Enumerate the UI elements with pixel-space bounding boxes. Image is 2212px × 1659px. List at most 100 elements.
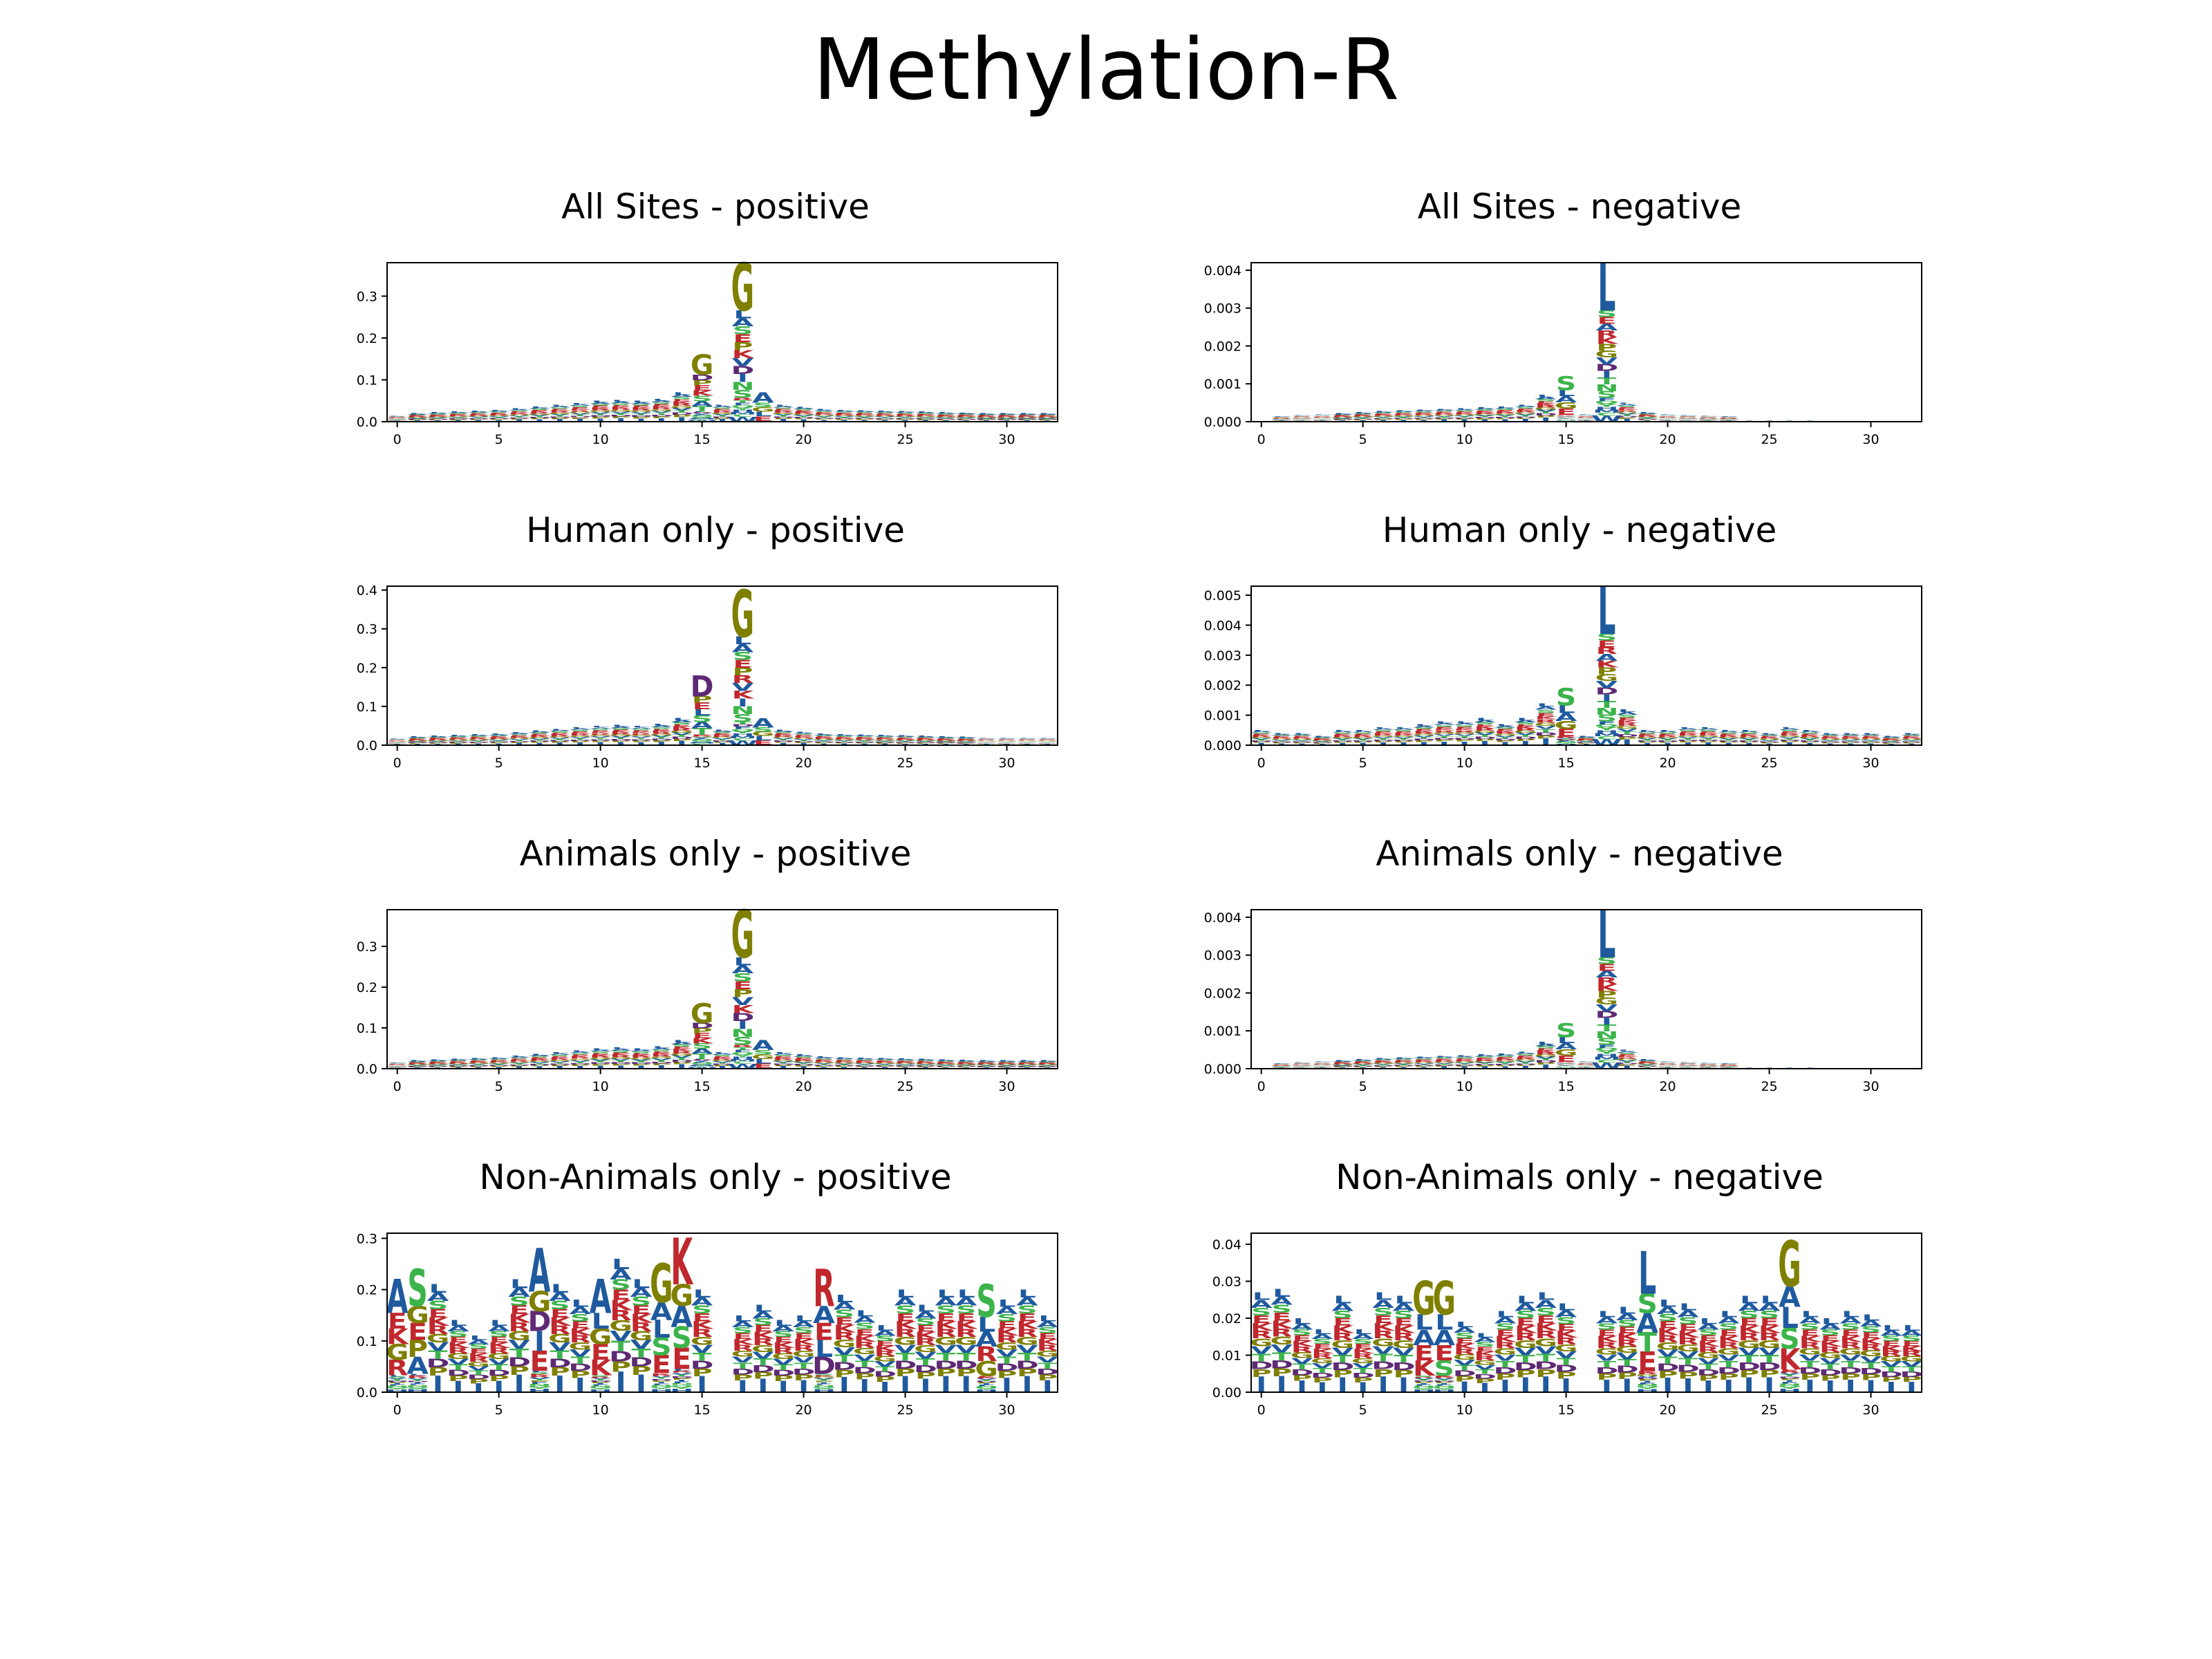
logo-letter: L (388, 415, 406, 416)
logo-letter: L (1354, 1059, 1372, 1060)
x-tick-label: 25 (897, 432, 913, 447)
x-tick-label: 15 (694, 432, 711, 447)
y-tick-label: 0.000 (1204, 415, 1241, 430)
logo-letter: L (1618, 1049, 1636, 1051)
x-tick-label: 0 (1257, 432, 1266, 447)
x-tick-label: 0 (1257, 1079, 1266, 1094)
y-tick-label: 0.000 (1204, 1062, 1241, 1077)
logo-letter: L (1841, 733, 1859, 734)
y-tick-label: 0.0 (357, 738, 377, 753)
logo-letter: L (1313, 1061, 1331, 1062)
logo-letter: L (774, 1319, 792, 1328)
logo-letter: L (612, 400, 630, 402)
logo-letter: L (856, 735, 874, 736)
x-tick-label: 10 (1456, 1079, 1473, 1094)
logo-letter: L (530, 1053, 548, 1056)
logo-letter: G (1412, 1273, 1435, 1326)
logo-letter: L (1333, 413, 1351, 415)
logo-letter: L (490, 1319, 508, 1328)
y-tick-label: 0.0 (357, 1062, 377, 1077)
logo-letter: L (653, 398, 671, 401)
logo-letter: L (957, 737, 975, 738)
logo-letter: L (571, 1298, 589, 1309)
logo-letter: L (1333, 1060, 1351, 1062)
logo-letter: L (469, 1058, 487, 1059)
panel-title: All Sites - positive (283, 187, 1147, 227)
x-tick-label: 20 (795, 1079, 812, 1094)
logo-letter: L (998, 413, 1016, 415)
x-tick-label: 20 (795, 756, 812, 771)
logo-letter: L (1537, 1042, 1555, 1045)
x-tick-label: 20 (1659, 1403, 1676, 1418)
x-tick-label: 15 (1558, 1403, 1575, 1418)
logo-letter: G (731, 250, 755, 327)
logo-letter: L (1394, 1294, 1412, 1306)
logo-letter: G (1432, 1273, 1455, 1326)
logo-letter: L (1253, 1291, 1271, 1303)
logo-letter: L (1374, 1291, 1392, 1303)
logo-letter: L (1415, 409, 1433, 411)
x-tick-label: 20 (795, 1403, 812, 1418)
y-tick-label: 0.005 (1204, 588, 1241, 603)
x-tick-label: 0 (1257, 756, 1266, 771)
logo-letter: L (1699, 727, 1717, 729)
logo-letter: L (733, 1314, 751, 1324)
logo-letter: L (1018, 413, 1036, 415)
x-tick-label: 15 (694, 756, 711, 771)
logo-letter: L (774, 404, 792, 406)
logo-letter: L (469, 734, 487, 735)
logo-letter: L (1659, 1061, 1677, 1062)
logo-letter: L (1740, 730, 1758, 732)
logo-letter: L (409, 413, 427, 415)
logo-letter: L (1679, 727, 1697, 729)
logo-plot: HYQNFIPDTVSLRGKEAHYQNFIDTVRKLAPEGSIPDTVG… (283, 1226, 1147, 1447)
x-tick-label: 15 (694, 1079, 711, 1094)
logo-letter: A (529, 1236, 551, 1306)
logo-letter: R (813, 1259, 834, 1319)
logo-letter: L (1720, 730, 1738, 732)
logo-letter: L (1313, 736, 1331, 738)
logo-letter: L (1273, 1286, 1291, 1300)
logo-letter: L (795, 1054, 813, 1056)
y-tick-label: 0.3 (357, 289, 377, 304)
y-tick-label: 0.002 (1204, 339, 1241, 354)
logo-letter: L (1456, 1055, 1474, 1056)
logo-letter: L (551, 729, 569, 731)
x-tick-label: 30 (1862, 432, 1879, 447)
x-tick-label: 10 (592, 1403, 609, 1418)
panel-non-animals-negative: Non-Animals only - negative IPDTVGRKESAL… (1147, 1157, 2012, 1447)
x-tick-label: 25 (897, 1079, 913, 1094)
logo-letter: K (671, 1224, 693, 1300)
logo-letter: L (388, 738, 406, 739)
axes-frame (1251, 910, 1922, 1069)
x-tick-label: 30 (1862, 1079, 1879, 1094)
x-tick-label: 15 (1558, 432, 1575, 447)
logo-letter: L (592, 1048, 610, 1051)
x-tick-label: 15 (1558, 756, 1575, 771)
logo-letter: L (1841, 1309, 1859, 1320)
logo-plot: IPDTVGRKESALIPDTVGRKESALIPDTVGRKESALIPDT… (283, 903, 1147, 1124)
logo-letter: L (632, 1277, 650, 1291)
logo-letter: L (1333, 1294, 1351, 1306)
logo-letter: L (1517, 1051, 1535, 1053)
logo-letter: L (469, 411, 487, 412)
logo-letter: L (571, 727, 589, 729)
logo-letter: G (1778, 1227, 1801, 1301)
x-tick-label: 10 (592, 432, 609, 447)
logo-letter: L (1394, 1057, 1412, 1058)
logo-letter: L (551, 1052, 569, 1054)
logo-letter: L (957, 413, 975, 414)
logo-letter: L (1659, 1298, 1677, 1309)
y-tick-label: 0.2 (357, 980, 377, 995)
logo-letter: L (1597, 1309, 1615, 1320)
logo-letter: L (653, 723, 671, 726)
x-tick-label: 10 (592, 756, 609, 771)
logo-letter: L (449, 735, 467, 736)
y-tick-label: 0.1 (357, 700, 377, 715)
logo-letter: L (1801, 730, 1819, 732)
logo-letter: L (977, 413, 995, 415)
x-tick-label: 10 (1456, 756, 1473, 771)
x-tick-label: 5 (495, 432, 503, 447)
logo-letter: L (774, 1052, 792, 1054)
logo-letter: L (1394, 727, 1412, 729)
